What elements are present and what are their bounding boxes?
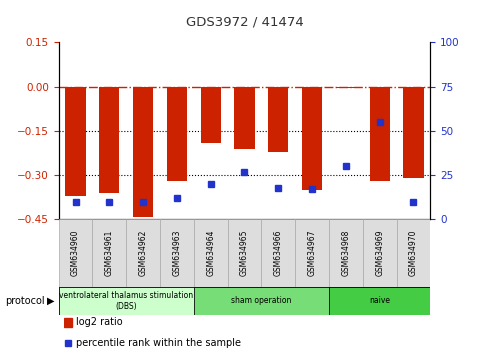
- FancyBboxPatch shape: [261, 219, 295, 287]
- Text: protocol: protocol: [5, 296, 44, 306]
- FancyBboxPatch shape: [160, 219, 193, 287]
- Bar: [335, 87, 355, 88]
- Text: GSM634967: GSM634967: [307, 230, 316, 276]
- FancyBboxPatch shape: [295, 219, 328, 287]
- Bar: [267, 87, 288, 152]
- Text: GSM634964: GSM634964: [206, 230, 215, 276]
- Text: GSM634960: GSM634960: [71, 230, 80, 276]
- FancyBboxPatch shape: [92, 219, 126, 287]
- Bar: [63, 318, 71, 327]
- FancyBboxPatch shape: [328, 287, 429, 315]
- Bar: [369, 87, 389, 181]
- FancyBboxPatch shape: [59, 287, 193, 315]
- Text: percentile rank within the sample: percentile rank within the sample: [76, 338, 241, 348]
- FancyBboxPatch shape: [362, 219, 396, 287]
- Text: GSM634965: GSM634965: [240, 230, 248, 276]
- FancyBboxPatch shape: [227, 219, 261, 287]
- Bar: [65, 87, 85, 196]
- Bar: [301, 87, 322, 190]
- Bar: [99, 87, 119, 193]
- Text: GDS3972 / 41474: GDS3972 / 41474: [185, 15, 303, 28]
- FancyBboxPatch shape: [396, 219, 429, 287]
- FancyBboxPatch shape: [328, 219, 362, 287]
- Bar: [200, 87, 221, 143]
- Bar: [403, 87, 423, 178]
- FancyBboxPatch shape: [126, 219, 160, 287]
- Text: GSM634966: GSM634966: [273, 230, 282, 276]
- Text: sham operation: sham operation: [231, 296, 291, 306]
- Text: GSM634962: GSM634962: [139, 230, 147, 276]
- Text: ventrolateral thalamus stimulation
(DBS): ventrolateral thalamus stimulation (DBS): [59, 291, 193, 310]
- Text: log2 ratio: log2 ratio: [76, 318, 123, 327]
- FancyBboxPatch shape: [193, 219, 227, 287]
- Text: GSM634970: GSM634970: [408, 230, 417, 276]
- Text: naive: naive: [368, 296, 389, 306]
- Text: GSM634961: GSM634961: [104, 230, 114, 276]
- Bar: [234, 87, 254, 149]
- Text: GSM634969: GSM634969: [374, 230, 384, 276]
- Bar: [133, 87, 153, 217]
- FancyBboxPatch shape: [193, 287, 328, 315]
- Text: GSM634963: GSM634963: [172, 230, 181, 276]
- Text: ▶: ▶: [47, 296, 54, 306]
- Bar: [166, 87, 187, 181]
- FancyBboxPatch shape: [59, 219, 92, 287]
- Text: GSM634968: GSM634968: [341, 230, 349, 276]
